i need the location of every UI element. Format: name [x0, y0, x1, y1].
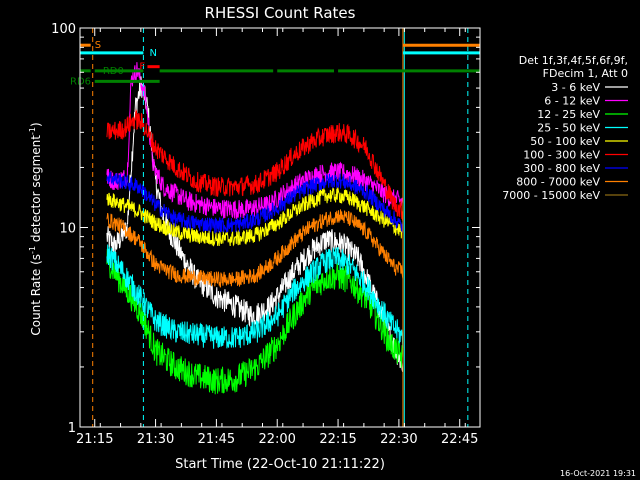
legend-header-0: Det 1f,3f,4f,5f,6f,9f, [519, 54, 628, 67]
y-tick-label-1: 10 [59, 222, 76, 237]
legend-label-1: 6 - 12 keV [544, 95, 600, 108]
y-tick-label-2: 100 [51, 22, 76, 37]
y-tick-label-0: 1 [68, 421, 76, 436]
state-label-4: RD6 [70, 76, 91, 87]
legend-label-4: 50 - 100 keV [530, 135, 600, 148]
legend-label-3: 25 - 50 keV [537, 122, 600, 135]
series-line-3 [106, 244, 404, 349]
legend-label-0: 3 - 6 keV [551, 81, 600, 94]
legend: Det 1f,3f,4f,5f,6f,9f,FDecim 1, Att 03 -… [502, 54, 628, 202]
legend-label-2: 12 - 25 keV [537, 108, 600, 121]
y-axis-label-sup1: -1 [28, 246, 37, 254]
x-tick-label-3: 22:00 [258, 432, 295, 447]
series-line-2 [106, 248, 404, 395]
state-label-2: F [139, 62, 145, 73]
series-line-4 [106, 187, 404, 247]
legend-label-8: 7000 - 15000 keV [502, 189, 600, 202]
series-line-7 [106, 209, 404, 288]
state-label-3: RD0 [103, 66, 124, 77]
series-line-0 [106, 76, 404, 373]
timestamp: 16-Oct-2021 19:31 [560, 469, 636, 478]
state-label-1: N [149, 48, 156, 59]
x-tick-label-0: 21:15 [76, 432, 113, 447]
legend-label-5: 100 - 300 keV [523, 149, 600, 162]
y-axis-label-main: Count Rate (s [29, 254, 43, 336]
x-axis-label: Start Time (22-Oct-10 21:11:22) [175, 457, 385, 472]
x-tick-label-1: 21:30 [137, 432, 174, 447]
legend-label-6: 300 - 800 keV [523, 162, 600, 175]
series-line-1 [106, 62, 404, 220]
y-axis-label-end: ) [29, 122, 43, 127]
x-tick-label-2: 21:45 [198, 432, 235, 447]
x-tick-label-4: 22:15 [319, 432, 356, 447]
legend-label-7: 800 - 7000 keV [516, 176, 600, 189]
chart-title: RHESSI Count Rates [205, 4, 356, 22]
x-tick-label-6: 22:45 [441, 432, 478, 447]
series-line-6 [106, 171, 404, 234]
x-tick-label-5: 22:30 [380, 432, 417, 447]
state-label-0: S [95, 40, 101, 51]
legend-header-1: FDecim 1, Att 0 [543, 67, 628, 80]
y-axis-label-mid: detector segment [29, 135, 43, 246]
series-line-5 [106, 108, 404, 221]
y-axis-label: Count Rate (s-1 detector segment-1) [28, 122, 43, 335]
y-axis-label-sup2: -1 [28, 127, 37, 135]
